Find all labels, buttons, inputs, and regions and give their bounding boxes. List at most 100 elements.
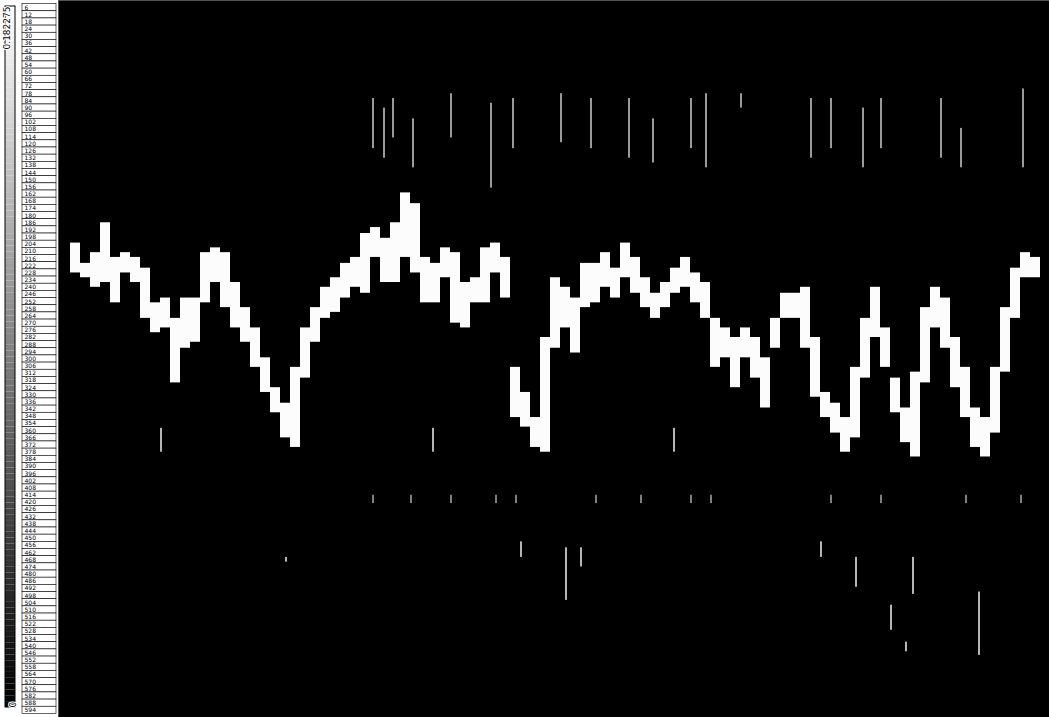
svg-text:102: 102 bbox=[25, 118, 37, 125]
svg-text:300: 300 bbox=[25, 355, 37, 362]
svg-text:516: 516 bbox=[25, 613, 37, 620]
svg-text:276: 276 bbox=[25, 326, 37, 333]
svg-text:54: 54 bbox=[25, 61, 33, 68]
svg-text:240: 240 bbox=[25, 283, 37, 290]
svg-text:318: 318 bbox=[25, 376, 37, 383]
svg-text:138: 138 bbox=[25, 161, 37, 168]
svg-text:60: 60 bbox=[25, 68, 33, 75]
svg-text:426: 426 bbox=[25, 505, 37, 512]
svg-text:366: 366 bbox=[25, 434, 37, 441]
svg-text:294: 294 bbox=[25, 348, 37, 355]
svg-text:594: 594 bbox=[25, 706, 37, 713]
svg-text:210: 210 bbox=[25, 247, 37, 254]
svg-text:114: 114 bbox=[25, 133, 37, 140]
svg-text:414: 414 bbox=[25, 491, 37, 498]
svg-text:186: 186 bbox=[25, 219, 37, 226]
svg-text:282: 282 bbox=[25, 333, 37, 340]
svg-text:306: 306 bbox=[25, 362, 37, 369]
svg-text:408: 408 bbox=[25, 484, 37, 491]
svg-text:24: 24 bbox=[25, 25, 33, 32]
svg-text:288: 288 bbox=[25, 341, 37, 348]
svg-text:336: 336 bbox=[25, 398, 37, 405]
svg-text:462: 462 bbox=[25, 549, 37, 556]
svg-text:348: 348 bbox=[25, 412, 37, 419]
svg-text:264: 264 bbox=[25, 312, 37, 319]
svg-text:198: 198 bbox=[25, 233, 37, 240]
svg-text:330: 330 bbox=[25, 391, 37, 398]
svg-text:396: 396 bbox=[25, 470, 37, 477]
svg-text:486: 486 bbox=[25, 577, 37, 584]
svg-text:474: 474 bbox=[25, 563, 37, 570]
svg-text:564: 564 bbox=[25, 670, 37, 677]
svg-text:528: 528 bbox=[25, 627, 37, 634]
svg-text:354: 354 bbox=[25, 419, 37, 426]
svg-text:72: 72 bbox=[25, 82, 33, 89]
svg-text:78: 78 bbox=[25, 90, 33, 97]
svg-text:0.182275: 0.182275 bbox=[2, 7, 12, 50]
svg-text:216: 216 bbox=[25, 255, 37, 262]
svg-text:42: 42 bbox=[25, 47, 33, 54]
svg-text:252: 252 bbox=[25, 298, 37, 305]
svg-text:582: 582 bbox=[25, 692, 37, 699]
svg-text:510: 510 bbox=[25, 606, 37, 613]
svg-text:360: 360 bbox=[25, 427, 37, 434]
svg-text:576: 576 bbox=[25, 685, 37, 692]
svg-text:402: 402 bbox=[25, 477, 37, 484]
svg-text:312: 312 bbox=[25, 369, 37, 376]
svg-text:450: 450 bbox=[25, 534, 37, 541]
svg-text:108: 108 bbox=[25, 125, 37, 132]
svg-text:456: 456 bbox=[25, 541, 37, 548]
svg-text:132: 132 bbox=[25, 154, 37, 161]
svg-text:588: 588 bbox=[25, 699, 37, 706]
svg-text:390: 390 bbox=[25, 462, 37, 469]
svg-text:570: 570 bbox=[25, 678, 37, 685]
svg-text:438: 438 bbox=[25, 520, 37, 527]
svg-text:144: 144 bbox=[25, 169, 37, 176]
svg-text:0: 0 bbox=[8, 702, 18, 708]
svg-text:534: 534 bbox=[25, 635, 37, 642]
svg-text:36: 36 bbox=[25, 39, 33, 46]
svg-text:498: 498 bbox=[25, 592, 37, 599]
svg-text:204: 204 bbox=[25, 240, 37, 247]
svg-text:324: 324 bbox=[25, 384, 37, 391]
svg-text:270: 270 bbox=[25, 319, 37, 326]
svg-text:168: 168 bbox=[25, 197, 37, 204]
svg-text:174: 174 bbox=[25, 204, 37, 211]
svg-text:546: 546 bbox=[25, 649, 37, 656]
svg-text:522: 522 bbox=[25, 620, 37, 627]
svg-text:156: 156 bbox=[25, 183, 37, 190]
svg-text:558: 558 bbox=[25, 663, 37, 670]
svg-text:228: 228 bbox=[25, 269, 37, 276]
svg-text:90: 90 bbox=[25, 104, 33, 111]
svg-text:12: 12 bbox=[25, 11, 33, 18]
svg-text:48: 48 bbox=[25, 54, 33, 61]
svg-text:258: 258 bbox=[25, 305, 37, 312]
svg-text:444: 444 bbox=[25, 527, 37, 534]
svg-text:192: 192 bbox=[25, 226, 37, 233]
svg-text:492: 492 bbox=[25, 584, 37, 591]
svg-text:126: 126 bbox=[25, 147, 37, 154]
svg-text:234: 234 bbox=[25, 276, 37, 283]
svg-text:420: 420 bbox=[25, 498, 37, 505]
svg-text:246: 246 bbox=[25, 290, 37, 297]
svg-text:84: 84 bbox=[25, 97, 33, 104]
svg-text:468: 468 bbox=[25, 556, 37, 563]
svg-text:66: 66 bbox=[25, 75, 33, 82]
svg-text:18: 18 bbox=[25, 18, 33, 25]
svg-text:432: 432 bbox=[25, 513, 37, 520]
svg-text:480: 480 bbox=[25, 570, 37, 577]
svg-text:342: 342 bbox=[25, 405, 37, 412]
svg-text:372: 372 bbox=[25, 441, 37, 448]
svg-text:222: 222 bbox=[25, 262, 37, 269]
svg-text:162: 162 bbox=[25, 190, 37, 197]
svg-text:552: 552 bbox=[25, 656, 37, 663]
svg-text:180: 180 bbox=[25, 212, 37, 219]
svg-text:384: 384 bbox=[25, 455, 37, 462]
svg-text:504: 504 bbox=[25, 599, 37, 606]
svg-text:6: 6 bbox=[25, 4, 29, 11]
svg-text:150: 150 bbox=[25, 176, 37, 183]
svg-text:540: 540 bbox=[25, 642, 37, 649]
svg-text:30: 30 bbox=[25, 32, 33, 39]
svg-text:378: 378 bbox=[25, 448, 37, 455]
svg-text:120: 120 bbox=[25, 140, 37, 147]
